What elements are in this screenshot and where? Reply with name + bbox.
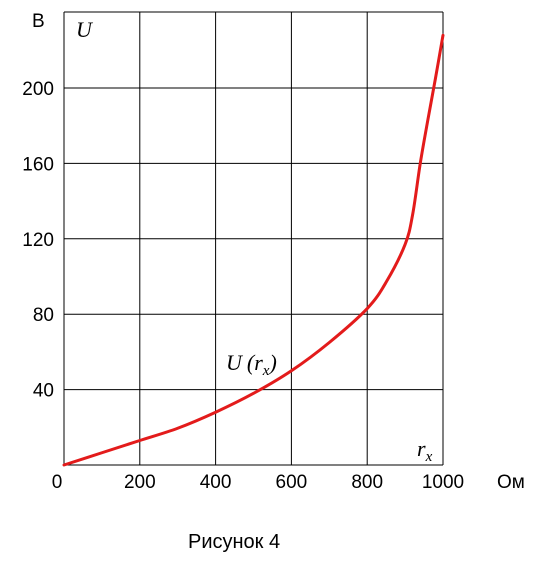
figure-caption: Рисунок 4	[188, 531, 280, 553]
x-unit-label: Ом	[497, 472, 525, 493]
x-tick-label: 200	[124, 472, 156, 493]
x-tick-labels: 0 200 400 600 800 1000	[52, 472, 464, 493]
grid	[64, 12, 443, 465]
x-tick-label: 600	[276, 472, 308, 493]
x-tick-label: 800	[351, 472, 383, 493]
x-tick-label: 400	[200, 472, 232, 493]
y-tick-labels: 40 80 120 160 200	[22, 79, 54, 402]
y-tick-label: 120	[22, 230, 54, 251]
y-tick-label: 40	[33, 381, 54, 402]
y-axis-label: U	[76, 17, 94, 42]
x-tick-label: 1000	[422, 472, 464, 493]
y-tick-label: 200	[22, 79, 54, 100]
y-unit-label: В	[32, 11, 45, 32]
x-axis-label: rx	[417, 436, 433, 465]
x-axis-label-sub: x	[425, 449, 433, 465]
y-tick-label: 80	[33, 305, 54, 326]
x-tick-label: 0	[52, 472, 63, 493]
series-label: U (rx)	[226, 350, 277, 379]
series-label-main: U	[226, 350, 244, 375]
y-tick-label: 160	[22, 154, 54, 175]
series-label-close: )	[267, 350, 276, 375]
series-line	[64, 35, 443, 465]
